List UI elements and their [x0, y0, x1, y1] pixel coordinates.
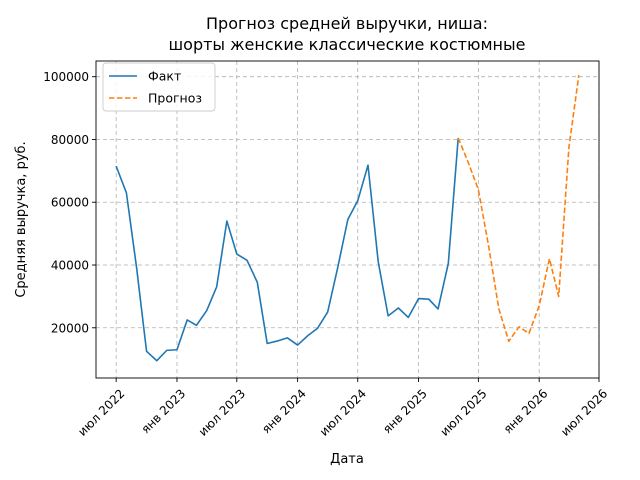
series-line-fact	[115, 137, 460, 362]
y-tick-label: 60000	[51, 196, 89, 210]
y-tick-label: 20000	[51, 321, 89, 335]
legend-label-forecast: Прогноз	[148, 91, 202, 106]
y-axis-label: Средняя выручка, руб.	[14, 141, 29, 297]
chart-title-line1: Прогноз средней выручки, ниша:	[206, 14, 488, 33]
x-axis-label: Дата	[330, 452, 364, 467]
y-tick-label: 100000	[43, 70, 89, 84]
y-tick-label: 80000	[51, 133, 89, 147]
y-axis-ticks: 20000 40000 60000 80000 100000	[43, 70, 96, 335]
plot-frame	[95, 60, 600, 379]
plot-lines	[115, 75, 580, 362]
legend: Факт Прогноз	[102, 62, 216, 112]
legend-label-fact: Факт	[148, 69, 181, 84]
series-line-forecast	[457, 75, 580, 343]
chart-title-line2: шорты женские классические костюмные	[169, 35, 526, 54]
y-tick-label: 40000	[51, 259, 89, 273]
legend-box	[102, 62, 216, 112]
